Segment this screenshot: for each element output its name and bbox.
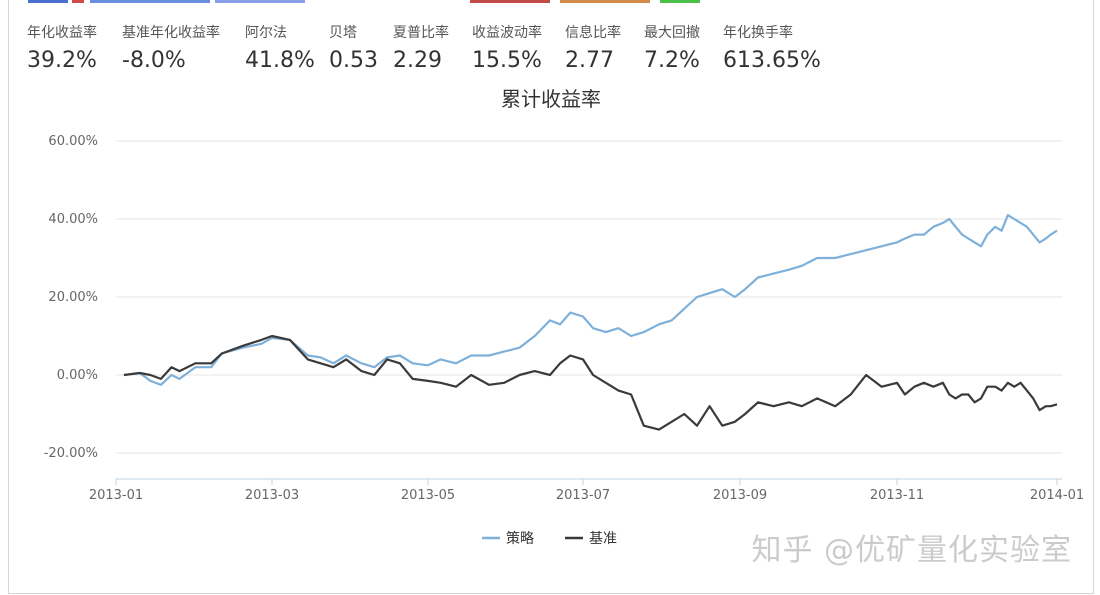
metric-label: 贝塔 <box>329 25 357 41</box>
metric-beta: 贝塔 0.53 <box>329 22 378 73</box>
x-tick-label: 2014-01 <box>1030 488 1084 503</box>
y-tick-label: -20.00% <box>44 446 98 461</box>
metric-label: 信息比率 <box>565 25 621 41</box>
metric-label: 阿尔法 <box>245 25 287 41</box>
y-tick-label: 60.00% <box>48 134 98 149</box>
metric-value: 613.65% <box>723 48 821 73</box>
x-tick-label: 2013-07 <box>556 488 610 503</box>
metric-value: 0.53 <box>329 48 378 73</box>
metric-value: 2.29 <box>393 48 442 73</box>
metric-value: 41.8% <box>245 48 315 73</box>
metric-information-ratio: 信息比率 2.77 <box>565 22 621 73</box>
cumulative-return-chart: 累计收益率 60.00% 40.00% 20.00% 0.00% -20.00% 2013-… <box>44 87 1084 547</box>
metric-turnover: 年化换手率 613.65% <box>723 22 821 73</box>
top-strip-decoration <box>0 0 720 4</box>
metric-sharpe: 夏普比率 2.29 <box>393 22 449 73</box>
x-tick-label: 2013-03 <box>245 488 299 503</box>
metric-label: 夏普比率 <box>393 25 449 41</box>
metric-value: -8.0% <box>122 48 186 73</box>
x-tick-label: 2013-09 <box>713 488 767 503</box>
metric-label: 年化收益率 <box>27 25 97 41</box>
metric-annual-return: 年化收益率 39.2% <box>27 22 97 73</box>
metric-label: 年化换手率 <box>723 25 793 41</box>
y-tick-label: 40.00% <box>48 212 98 227</box>
benchmark-series-line <box>123 334 1058 431</box>
x-tick-label: 2013-01 <box>89 488 143 503</box>
metric-value: 7.2% <box>644 48 700 73</box>
strategy-series-line <box>123 214 1058 386</box>
chart-panel <box>8 0 1094 594</box>
legend-benchmark-label: 基准 <box>589 530 617 547</box>
metric-value: 39.2% <box>27 48 97 73</box>
x-tick-label: 2013-11 <box>870 488 924 503</box>
metric-max-drawdown: 最大回撤 7.2% <box>644 22 700 73</box>
watermark: 知乎 @优矿量化实验室 <box>751 533 1072 568</box>
legend-strategy-label: 策略 <box>506 530 534 547</box>
metric-alpha: 阿尔法 41.8% <box>245 22 315 73</box>
y-tick-label: 20.00% <box>48 290 98 305</box>
metric-benchmark-annual-return: 基准年化收益率 -8.0% <box>122 22 220 73</box>
metric-label: 最大回撤 <box>644 25 700 41</box>
y-tick-label: 0.00% <box>57 368 98 383</box>
metric-label: 收益波动率 <box>472 25 542 41</box>
chart-title: 累计收益率 <box>501 87 601 111</box>
metric-value: 2.77 <box>565 48 614 73</box>
metric-label: 基准年化收益率 <box>122 25 220 41</box>
metric-value: 15.5% <box>472 48 542 73</box>
metric-volatility: 收益波动率 15.5% <box>472 22 542 73</box>
x-tick-label: 2013-05 <box>401 488 455 503</box>
